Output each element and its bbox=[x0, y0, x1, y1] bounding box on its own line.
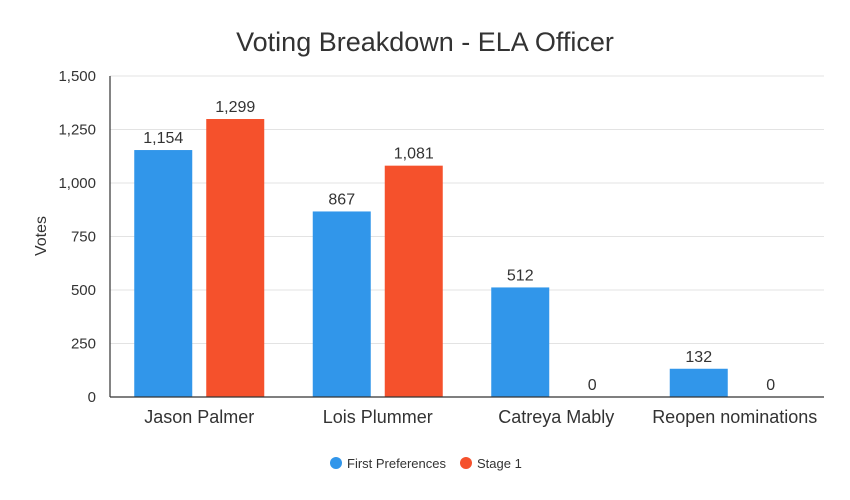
y-tick-label: 250 bbox=[71, 336, 96, 353]
y-tick-label: 750 bbox=[71, 229, 96, 246]
data-label: 867 bbox=[328, 191, 355, 208]
x-tick-label: Catreya Mably bbox=[498, 407, 614, 427]
y-tick-label: 500 bbox=[71, 282, 96, 299]
y-tick-label: 1,000 bbox=[58, 175, 96, 192]
data-label: 0 bbox=[766, 377, 775, 394]
legend: First Preferences Stage 1 bbox=[330, 456, 522, 471]
x-tick-label: Jason Palmer bbox=[144, 407, 254, 427]
bar-stage-1 bbox=[206, 119, 265, 397]
x-tick-label: Lois Plummer bbox=[323, 407, 433, 427]
bar-first-preferences bbox=[134, 150, 193, 397]
bar-first-preferences bbox=[491, 287, 550, 397]
data-labels: 1,154 1,299 867 1,081 512 0 132 0 bbox=[143, 99, 775, 394]
bar-stage-1 bbox=[384, 165, 443, 397]
data-label: 512 bbox=[507, 267, 534, 284]
legend-swatch bbox=[460, 457, 472, 469]
chart-title: Voting Breakdown - ELA Officer bbox=[236, 27, 614, 57]
y-tick-label: 0 bbox=[88, 389, 96, 406]
y-axis-label: Votes bbox=[33, 216, 50, 256]
bar-first-preferences bbox=[669, 368, 728, 397]
data-label: 1,299 bbox=[215, 99, 255, 116]
bar-first-preferences bbox=[312, 211, 371, 397]
legend-label: First Preferences bbox=[347, 456, 446, 471]
legend-label: Stage 1 bbox=[477, 456, 522, 471]
x-axis-ticks: Jason Palmer Lois Plummer Catreya Mably Reo… bbox=[144, 407, 817, 427]
y-axis-ticks: 0 250 500 750 1,000 1,250 1,500 bbox=[58, 68, 96, 406]
y-tick-label: 1,250 bbox=[58, 122, 96, 139]
data-label: 1,154 bbox=[143, 130, 183, 147]
data-label: 1,081 bbox=[394, 146, 434, 163]
bars bbox=[134, 119, 728, 397]
data-label: 132 bbox=[685, 349, 712, 366]
x-tick-label: Reopen nominations bbox=[652, 407, 817, 427]
legend-swatch bbox=[330, 457, 342, 469]
y-tick-label: 1,500 bbox=[58, 68, 96, 85]
data-label: 0 bbox=[588, 377, 597, 394]
